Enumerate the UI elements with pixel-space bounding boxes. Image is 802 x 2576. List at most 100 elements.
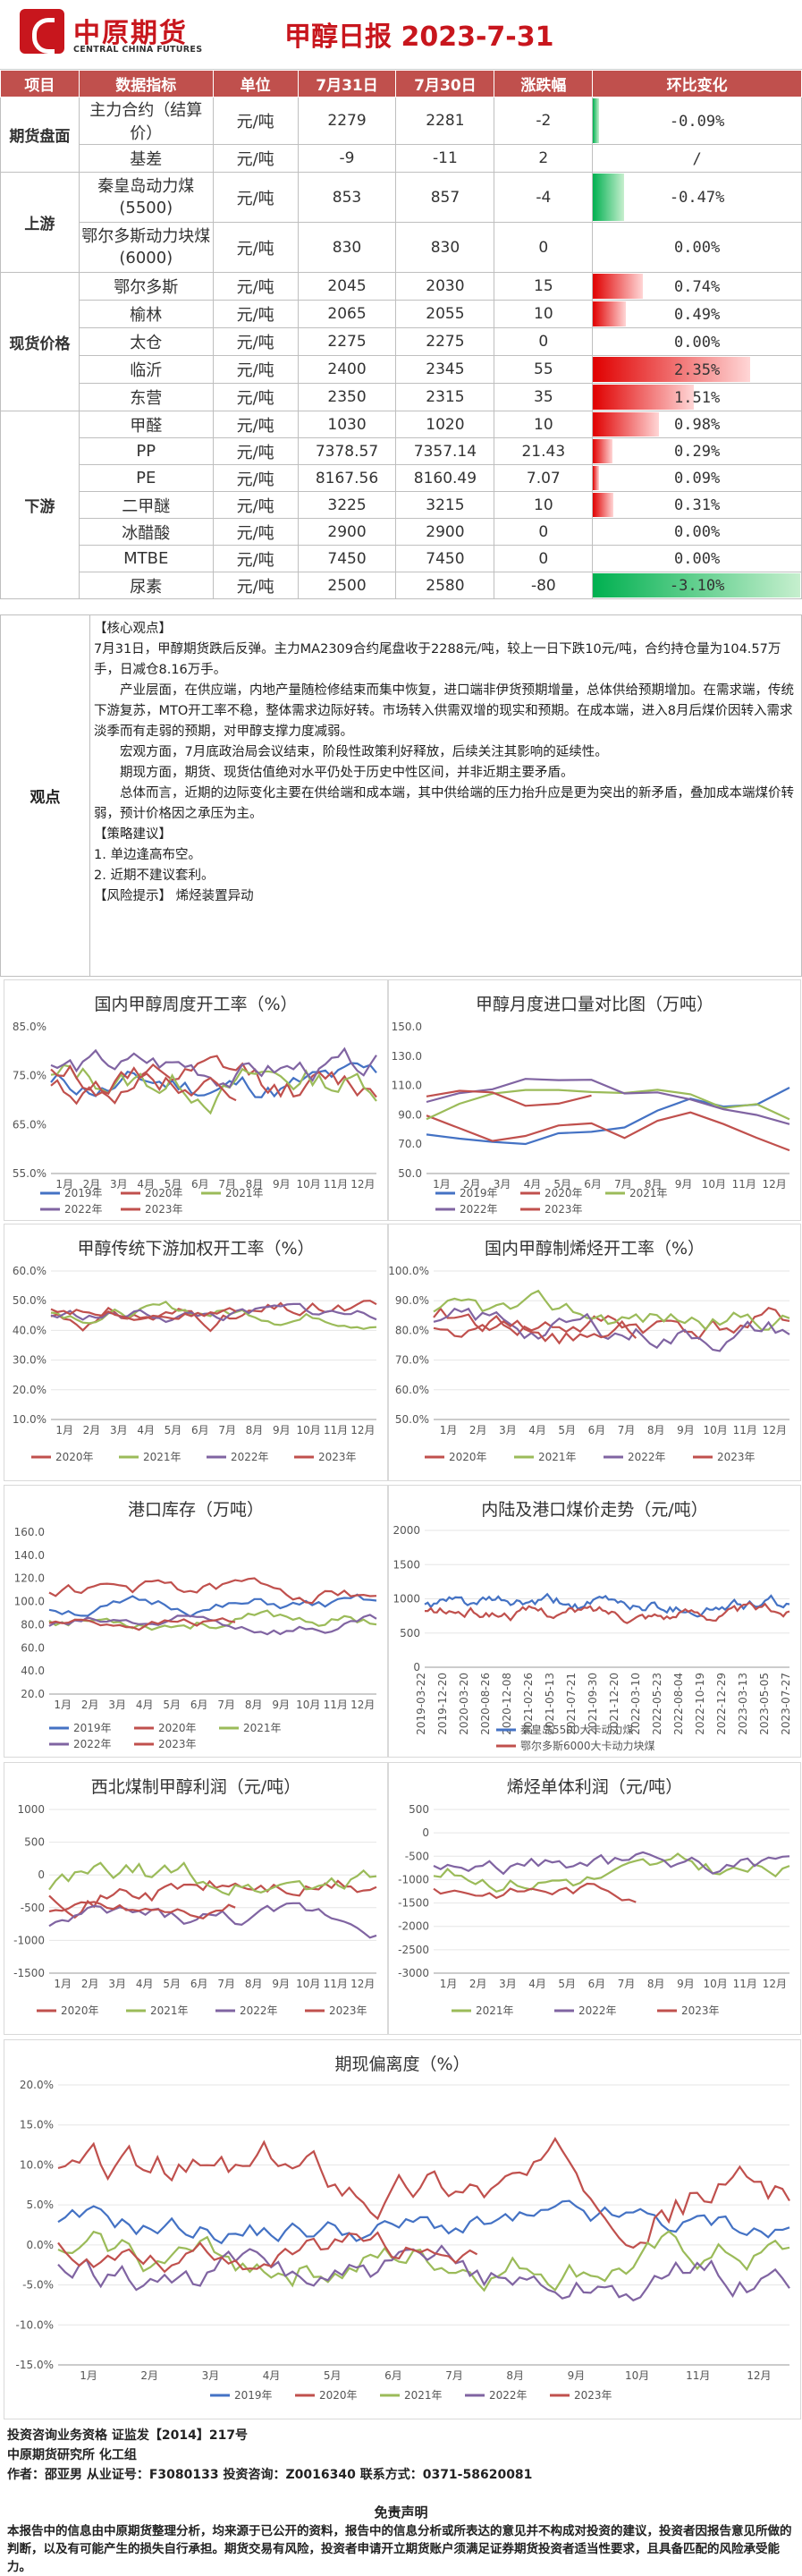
x-tick-label: 6月 — [588, 1424, 606, 1436]
section-label: 现货价格 — [0, 272, 80, 411]
change-cell: 10 — [494, 491, 594, 519]
viewpoint-label: 观点 — [1, 615, 90, 976]
pct-bar — [593, 412, 659, 436]
y-tick-label: 5.0% — [27, 2199, 55, 2211]
y-tick-label: 1000 — [17, 1803, 45, 1816]
y-tick-label: 0 — [413, 1661, 420, 1674]
pct-bar — [593, 385, 695, 410]
legend-label: 2021年 — [538, 1451, 577, 1463]
series-line — [50, 1302, 377, 1324]
y-tick-label: -2000 — [398, 1920, 429, 1933]
series-line — [50, 1307, 237, 1321]
pct-change-cell: 0.00% — [592, 518, 802, 546]
y-tick-label: 40.0% — [13, 1324, 46, 1336]
y-tick-label: 60.0% — [13, 1265, 46, 1277]
pct-change-cell: 0.74% — [592, 272, 802, 301]
x-tick-label: 4月 — [137, 1178, 155, 1191]
series-line — [48, 1901, 236, 1919]
pct-text: 0.98% — [674, 416, 721, 434]
value-jul31-cell: 2279 — [297, 97, 397, 145]
viewpoint-paragraph: 2. 近期不建议套利。 — [94, 869, 215, 883]
indicator-cell: 鄂尔多斯 — [78, 272, 214, 301]
y-tick-label: -1500 — [398, 1897, 429, 1910]
x-tick-label: 10月 — [296, 1699, 320, 1711]
pct-bar — [593, 98, 599, 143]
series-line — [48, 1617, 236, 1631]
x-tick-label: 6月 — [191, 1178, 209, 1191]
series-line — [48, 1879, 377, 1919]
chart-title: 甲醇传统下游加权开工率（%） — [77, 1239, 315, 1258]
x-tick-label: 2019-03-22 — [415, 1673, 427, 1735]
table-row: PE 元/吨 8167.56 8160.49 7.07 0.09% — [1, 464, 802, 492]
legend-label: 秦皇岛5500大卡动力煤 — [520, 1723, 634, 1736]
y-tick-label: 50.0% — [13, 1294, 46, 1307]
y-tick-label: 20.0% — [20, 2079, 54, 2091]
viewpoint-paragraph: 总体而言，近期的边际变化主要在供给端和成本端，其中供给端的压力抬升应是更为突出的… — [94, 786, 794, 821]
unit-cell: 元/吨 — [212, 518, 299, 546]
pct-change-cell: 2.35% — [592, 355, 802, 384]
x-tick-label: 7月 — [445, 2369, 463, 2382]
author-line: 作者：邵亚男 从业证号：F3080133 投资咨询：Z0016340 联系方式：… — [7, 2468, 533, 2482]
x-tick-label: 1月 — [440, 1978, 458, 1990]
pct-text: -0.09% — [669, 112, 725, 131]
table-row: 基差 元/吨 -9 -11 2 / — [1, 144, 802, 173]
y-tick-label: 150.0 — [392, 1021, 422, 1033]
x-tick-label: 10月 — [703, 1424, 727, 1436]
legend-label: 2020年 — [145, 1187, 183, 1199]
x-tick-label: 8月 — [647, 1424, 665, 1436]
unit-cell: 元/吨 — [212, 144, 299, 173]
x-tick-label: 6月 — [584, 1178, 602, 1191]
pct-bar — [593, 274, 643, 299]
x-tick-label: 2021-12-20 — [608, 1673, 620, 1735]
x-tick-label: 2023-03-13 — [737, 1673, 749, 1735]
pct-change-cell: 0.00% — [592, 327, 802, 356]
pct-text: -3.10% — [669, 577, 725, 595]
legend-label: 2019年 — [234, 2389, 273, 2402]
x-tick-label: 3月 — [110, 1424, 128, 1436]
legend-label: 2023年 — [329, 2004, 367, 2017]
series-line — [426, 1078, 790, 1125]
column-header: 涨跌幅 — [494, 70, 594, 97]
chart-svg: 500 0 -500 -1000 -1500 -2000 -2500 -3000 1月 2月 3月 4… — [398, 1803, 790, 2017]
x-tick-label: 5月 — [165, 1178, 182, 1191]
x-tick-label: 4月 — [136, 1699, 154, 1711]
viewpoint-paragraph: 宏观方面，7月底政治局会议结束，阶段性政策利好释放，后续关注其影响的延续性。 — [120, 745, 608, 759]
indicator-cell: 冰醋酸 — [78, 518, 214, 546]
indicator-cell: 主力合约（结算价） — [78, 97, 214, 145]
y-tick-label: 75.0% — [13, 1070, 46, 1082]
chart-title: 期现偏离度（%） — [334, 2055, 470, 2074]
viewpoint-paragraph: 产业层面，在供应端，内地产量随检修结束而集中恢复，进口端非伊货预期增量，总体供给… — [94, 683, 794, 739]
x-tick-label: 3月 — [494, 1178, 511, 1191]
x-tick-label: 10月 — [297, 1178, 321, 1191]
legend-label: 2022年 — [231, 1451, 269, 1463]
change-cell: 0 — [494, 327, 594, 356]
value-jul31-cell: -9 — [297, 144, 397, 173]
series-line — [57, 2231, 478, 2274]
pct-change-cell: 0.31% — [592, 491, 802, 519]
value-jul30-cell: 1020 — [395, 411, 495, 438]
y-tick-label: -2500 — [398, 1944, 429, 1956]
series-line — [48, 1609, 377, 1631]
y-tick-label: 60.0% — [395, 1384, 429, 1396]
y-tick-label: 110.0 — [392, 1080, 422, 1092]
x-tick-label: 9月 — [675, 1178, 693, 1191]
legend-label: 2019年 — [73, 1722, 112, 1734]
value-jul30-cell: 8160.49 — [395, 464, 495, 492]
x-tick-label: 1月 — [80, 2369, 97, 2382]
series-line — [50, 1300, 377, 1333]
value-jul30-cell: 830 — [395, 222, 495, 273]
x-tick-label: 2019-12-20 — [436, 1673, 449, 1735]
pct-text: 0.00% — [674, 550, 721, 568]
value-jul30-cell: 7357.14 — [395, 437, 495, 465]
pct-change-cell: -0.09% — [592, 97, 802, 145]
table-row: 现货价格 鄂尔多斯 元/吨 2045 2030 15 0.74% — [0, 272, 802, 411]
y-tick-label: 50.0 — [398, 1167, 422, 1180]
column-header: 7月30日 — [395, 70, 495, 97]
x-tick-label: 7月 — [218, 1178, 236, 1191]
unit-cell: 元/吨 — [212, 437, 299, 465]
x-tick-label: 10月 — [625, 2369, 649, 2382]
x-tick-label: 11月 — [324, 1978, 348, 1990]
table-row: 上游 秦皇岛动力煤 (5500) 元/吨 853 857 -4 -0.47% — [0, 172, 802, 273]
viewpoint-paragraph: 1. 单边逢高布空。 — [94, 848, 201, 862]
y-tick-label: -10.0% — [16, 2318, 54, 2331]
